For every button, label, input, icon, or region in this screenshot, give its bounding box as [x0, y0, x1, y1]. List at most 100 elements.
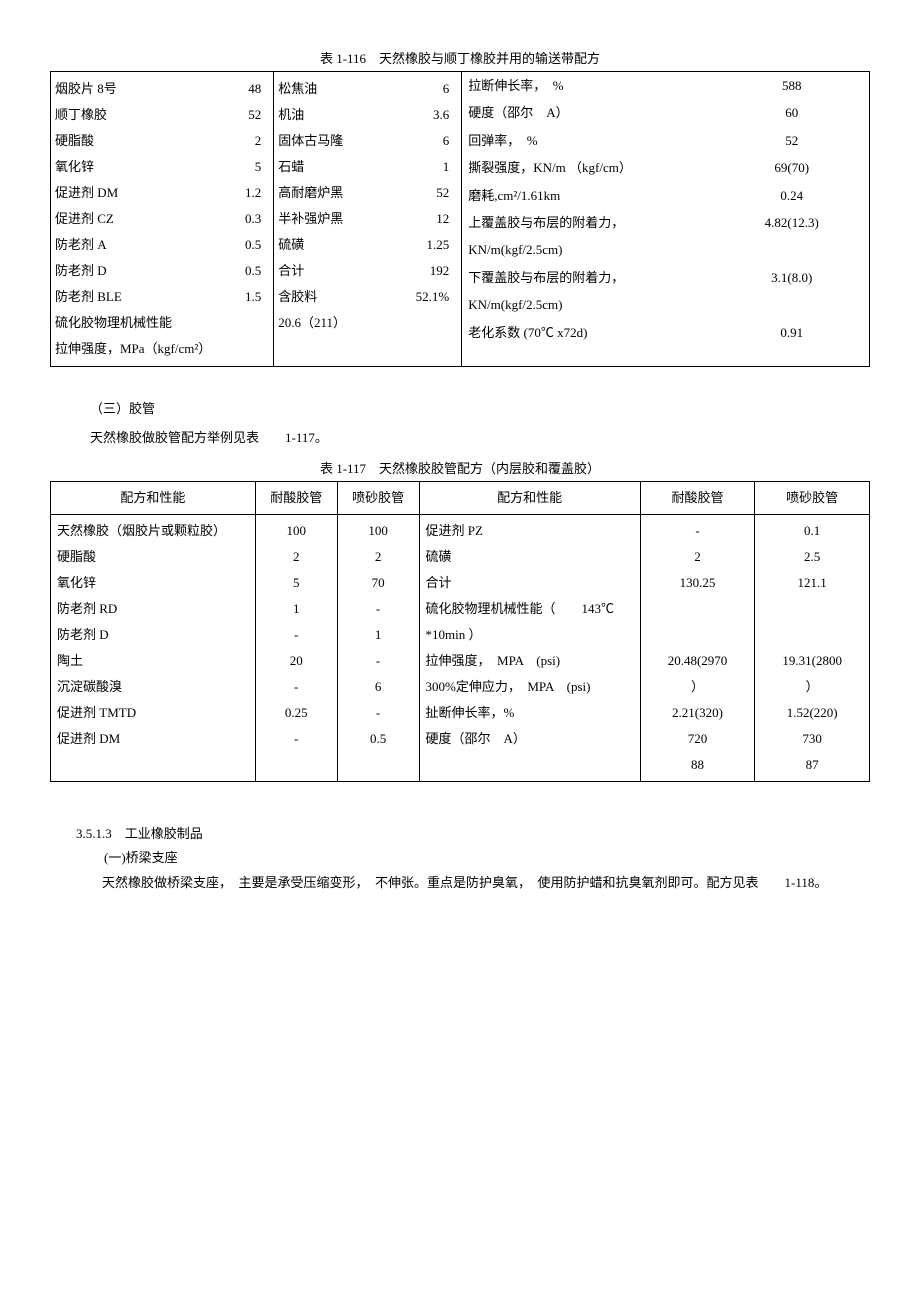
- cell-label: 拉断伸长率， %: [462, 72, 714, 99]
- cell-value: 3.1(8.0): [714, 264, 869, 291]
- cell-value: [714, 236, 869, 263]
- row-label: 氧化锌: [55, 154, 211, 180]
- cell-line: 1: [344, 622, 413, 648]
- section-3513-sub: (一)桥梁支座: [104, 846, 870, 871]
- cell-line: 促进剂 PZ: [426, 518, 634, 544]
- row-line: 硫化胶物理机械性能: [55, 310, 269, 336]
- cell-value: 0.91: [714, 319, 869, 346]
- cell-value: 4.82(12.3): [714, 209, 869, 236]
- cell-line: 87: [761, 752, 863, 778]
- cell-label: 磨耗,cm²/1.61km: [462, 182, 714, 209]
- cell-line: 20: [262, 648, 331, 674]
- cell-line: 氧化锌: [57, 570, 249, 596]
- row-line: 顺丁橡胶52: [55, 102, 269, 128]
- row-value: [211, 336, 269, 362]
- row-label: 固体古马隆: [278, 128, 399, 154]
- row-line: 拉伸强度，MPa（kgf/cm²）: [55, 336, 269, 362]
- cell-line: 2.5: [761, 544, 863, 570]
- cell-line: 扯断伸长率，%: [426, 700, 634, 726]
- cell-line: -: [344, 648, 413, 674]
- row-value: 52.1%: [399, 284, 457, 310]
- cell-line: 19.31(2800: [761, 648, 863, 674]
- cell-line: 陶土: [57, 648, 249, 674]
- table-116: 烟胶片 8号48顺丁橡胶52硬脂酸2氧化锌5促进剂 DM1.2促进剂 CZ0.3…: [50, 71, 870, 367]
- row-value: 52: [399, 180, 457, 206]
- cell-line: 121.1: [761, 570, 863, 596]
- section-3513-para: 天然橡胶做桥梁支座， 主要是承受压缩变形， 不伸张。重点是防护臭氧， 使用防护蜡…: [76, 871, 844, 896]
- row-label: 石蜡: [278, 154, 399, 180]
- cell-line: 2.21(320): [647, 700, 749, 726]
- t117-h3: 配方和性能: [419, 482, 640, 514]
- table-row: 撕裂强度，KN/m （kgf/cm）69(70): [462, 154, 869, 181]
- row-value: 0.5: [211, 258, 269, 284]
- t117-h0: 配方和性能: [51, 482, 256, 514]
- cell-line: 20.48(2970: [647, 648, 749, 674]
- cell-line: 合计: [426, 570, 634, 596]
- row-value: 1.5: [211, 284, 269, 310]
- cell-label: KN/m(kgf/2.5cm): [462, 236, 714, 263]
- row-label: 机油: [278, 102, 399, 128]
- row-value: 1: [399, 154, 457, 180]
- cell-line: 130.25: [647, 570, 749, 596]
- row-value: 192: [399, 258, 457, 284]
- t117-left-v2: 100270-1-6-0.5: [337, 514, 419, 781]
- row-value: [399, 310, 457, 336]
- row-label: 促进剂 CZ: [55, 206, 211, 232]
- section-3-line1: 天然橡胶做胶管配方举例见表 1-117。: [90, 426, 870, 451]
- row-label: 硬脂酸: [55, 128, 211, 154]
- t117-left-v1: 100251-20-0.25-: [255, 514, 337, 781]
- table-row: 拉断伸长率， %588: [462, 72, 869, 99]
- table-row: 硬度（邵尔 A）60: [462, 99, 869, 126]
- row-value: 6: [399, 128, 457, 154]
- table-116-title: 表 1-116 天然橡胶与顺丁橡胶并用的输送带配方: [50, 48, 870, 67]
- row-line: 硫磺1.25: [278, 232, 457, 258]
- row-label: 20.6（211）: [278, 310, 399, 336]
- cell-line: 100: [344, 518, 413, 544]
- cell-value: 60: [714, 99, 869, 126]
- cell-line: ）: [761, 674, 863, 700]
- t117-right-labels: 促进剂 PZ硫磺合计硫化胶物理机械性能（ 143℃*10min ）拉伸强度， M…: [419, 514, 640, 781]
- cell-line: 0.25: [262, 700, 331, 726]
- cell-line: 防老剂 D: [57, 622, 249, 648]
- cell-line: -: [647, 518, 749, 544]
- cell-line: [647, 596, 749, 622]
- cell-value: 69(70): [714, 154, 869, 181]
- cell-line: 硫磺: [426, 544, 634, 570]
- cell-line: 730: [761, 726, 863, 752]
- section-3-heading: （三）胶管: [90, 397, 870, 422]
- t117-h2: 喷砂胶管: [337, 482, 419, 514]
- table-117-header-row: 配方和性能 耐酸胶管 喷砂胶管 配方和性能 耐酸胶管 喷砂胶管: [51, 482, 870, 514]
- cell-line: 硫化胶物理机械性能（ 143℃: [426, 596, 634, 622]
- row-line: 促进剂 DM1.2: [55, 180, 269, 206]
- row-line: 防老剂 A0.5: [55, 232, 269, 258]
- cell-line: 100: [262, 518, 331, 544]
- t117-right-v1: -2130.25 20.48(2970）2.21(320)72088: [640, 514, 755, 781]
- table-117: 配方和性能 耐酸胶管 喷砂胶管 配方和性能 耐酸胶管 喷砂胶管 天然橡胶（烟胶片…: [50, 481, 870, 781]
- cell-line: 5: [262, 570, 331, 596]
- row-line: 促进剂 CZ0.3: [55, 206, 269, 232]
- row-label: 硫化胶物理机械性能: [55, 310, 211, 336]
- table-117-data-row: 天然橡胶（烟胶片或颗粒胶）硬脂酸氧化锌防老剂 RD防老剂 D陶土沉淀碳酸溴促进剂…: [51, 514, 870, 781]
- cell-value: [714, 291, 869, 318]
- table-116-col3: 拉断伸长率， %588硬度（邵尔 A）60回弹率， %52撕裂强度，KN/m （…: [462, 72, 870, 367]
- cell-value: 52: [714, 127, 869, 154]
- row-value: 0.3: [211, 206, 269, 232]
- row-line: 防老剂 BLE1.5: [55, 284, 269, 310]
- row-line: 高耐磨炉黑52: [278, 180, 457, 206]
- row-label: 防老剂 A: [55, 232, 211, 258]
- cell-value: 588: [714, 72, 869, 99]
- row-line: 机油3.6: [278, 102, 457, 128]
- row-value: 48: [211, 76, 269, 102]
- cell-line: 促进剂 DM: [57, 726, 249, 752]
- cell-line: 防老剂 RD: [57, 596, 249, 622]
- row-label: 硫磺: [278, 232, 399, 258]
- cell-label: 上覆盖胶与布层的附着力，: [462, 209, 714, 236]
- row-value: 3.6: [399, 102, 457, 128]
- cell-line: 2: [262, 544, 331, 570]
- row-label: 烟胶片 8号: [55, 76, 211, 102]
- table-117-title: 表 1-117 天然橡胶胶管配方（内层胶和覆盖胶）: [50, 458, 870, 477]
- table-116-col2: 松焦油6机油3.6固体古马隆6石蜡1高耐磨炉黑52半补强炉黑12硫磺1.25合计…: [274, 72, 462, 367]
- table-row: 下覆盖胶与布层的附着力，3.1(8.0): [462, 264, 869, 291]
- cell-line: 70: [344, 570, 413, 596]
- row-value: 5: [211, 154, 269, 180]
